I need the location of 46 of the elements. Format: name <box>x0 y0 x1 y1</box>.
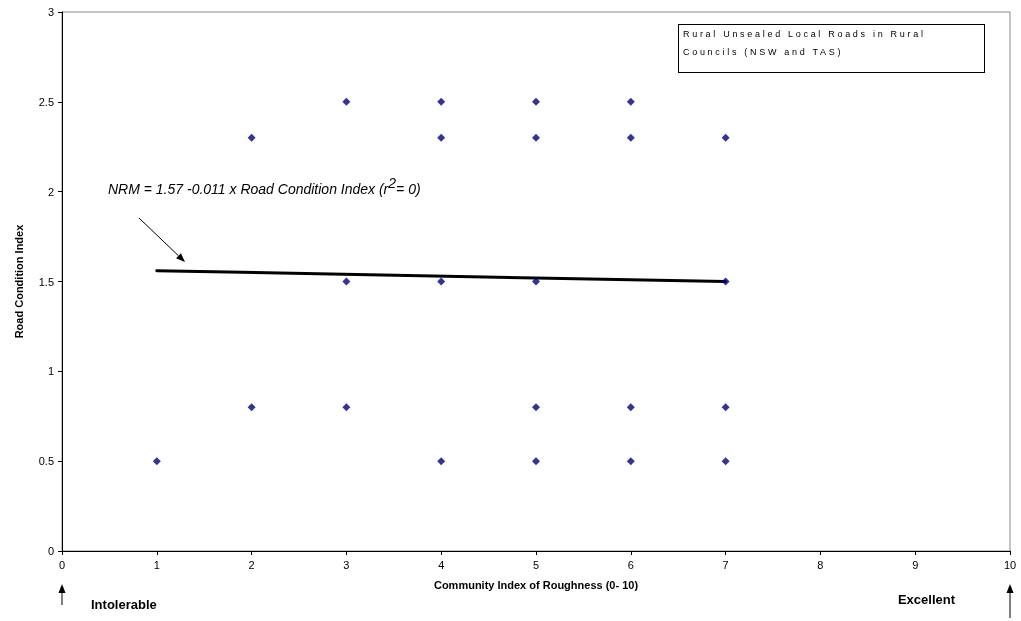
point <box>626 133 635 142</box>
x-tick-label: 10 <box>1003 558 1017 571</box>
point <box>342 277 351 286</box>
point <box>532 277 540 286</box>
point <box>626 457 635 466</box>
point <box>626 97 635 106</box>
y-axis-title: Road Condition Index <box>12 223 25 339</box>
x-tick-label: 5 <box>532 558 540 571</box>
y-tick-label: 2 <box>47 185 54 198</box>
x-tick-label: 3 <box>343 558 350 571</box>
y-tick-label: 0.5 <box>38 455 54 468</box>
point <box>437 277 446 286</box>
point <box>532 133 540 142</box>
x-tick-label: 9 <box>912 558 919 571</box>
x-tick-label: 2 <box>248 558 255 571</box>
x-tick-label: 4 <box>438 558 445 571</box>
point <box>342 97 351 106</box>
text: Intolerable <box>91 597 157 612</box>
point <box>247 403 256 412</box>
y-tick-label: 2.5 <box>38 95 54 108</box>
point <box>532 97 540 106</box>
point <box>152 457 161 466</box>
x-tick-label: 7 <box>722 558 729 571</box>
point <box>532 457 540 466</box>
x-axis-title: Community Index of Roughness (0- 10) <box>433 578 639 591</box>
x-tick-label: 6 <box>627 558 634 571</box>
point <box>721 277 730 286</box>
point <box>626 403 635 412</box>
x-tick-label: 8 <box>817 558 824 571</box>
point <box>437 97 446 106</box>
point <box>437 457 446 466</box>
annotation: Rural Unsealed Local Roads in Rural Councils (NSW and TAS) <box>678 24 985 73</box>
text: Excellent <box>897 592 955 607</box>
point <box>721 133 730 142</box>
point <box>437 133 446 142</box>
point <box>532 403 540 412</box>
point <box>721 403 730 412</box>
y-tick-label: 0 <box>47 545 54 557</box>
point <box>342 403 351 412</box>
y-tick-label: 3 <box>47 6 54 18</box>
y-tick-label: 1.5 <box>38 275 54 288</box>
point <box>721 457 730 466</box>
point <box>247 133 256 142</box>
x-tick-label: 0 <box>58 558 66 571</box>
y-tick-label: 1 <box>47 365 54 378</box>
x-tick-label: 1 <box>153 558 160 571</box>
